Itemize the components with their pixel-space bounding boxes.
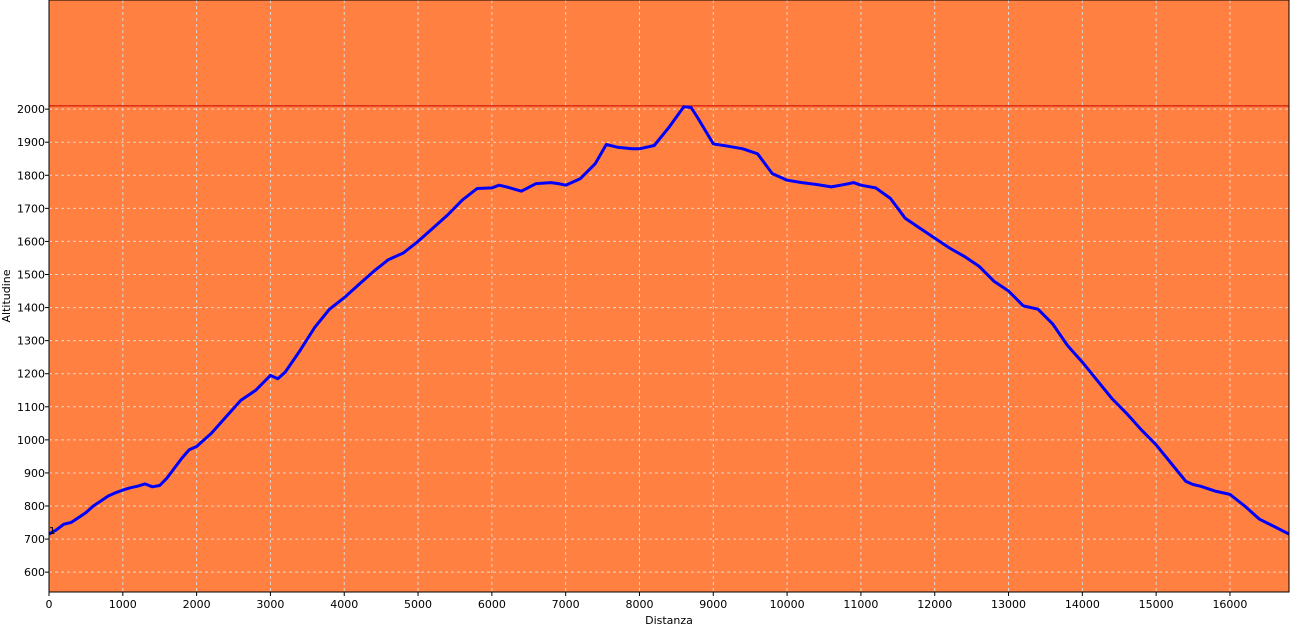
- x-tick-label: 3000: [256, 598, 284, 611]
- start-marker-label: 1: [49, 526, 55, 537]
- x-tick-label: 11000: [843, 598, 878, 611]
- x-tick-label: 12000: [917, 598, 952, 611]
- y-tick-label: 1200: [17, 368, 45, 381]
- x-axis-ticks: 0 1000 2000 3000 4000 5000 6000 7000 8000 9000 100…: [46, 592, 1247, 611]
- plot-border: [48, 0, 1290, 593]
- y-tick-label: 700: [24, 533, 45, 546]
- y-tick-label: 1700: [17, 202, 45, 215]
- x-tick-label: 1000: [109, 598, 137, 611]
- x-tick-label: 9000: [699, 598, 727, 611]
- y-tick-label: 800: [24, 500, 45, 513]
- plot-background: [49, 0, 1289, 592]
- x-tick-label: 7000: [552, 598, 580, 611]
- y-tick-label: 600: [24, 566, 45, 579]
- altitude-profile-line: [48, 105, 1290, 536]
- x-tick-label: 13000: [991, 598, 1026, 611]
- x-tick-label: 4000: [330, 598, 358, 611]
- x-tick-label: 8000: [625, 598, 653, 611]
- y-axis-ticks: 600 700 800 900 1000 1100 1200 1300 1400 1500 1600…: [17, 103, 49, 579]
- x-tick-label: 0: [46, 598, 53, 611]
- x-tick-label: 6000: [478, 598, 506, 611]
- y-tick-label: 1400: [17, 302, 45, 315]
- x-tick-label: 15000: [1139, 598, 1174, 611]
- y-tick-label: 1100: [17, 401, 45, 414]
- y-tick-label: 1000: [17, 434, 45, 447]
- x-tick-label: 5000: [404, 598, 432, 611]
- y-tick-label: 2000: [17, 103, 45, 116]
- y-tick-label: 1600: [17, 235, 45, 248]
- grid-lines: [49, 0, 1289, 592]
- y-tick-label: 1500: [17, 269, 45, 282]
- y-tick-label: 900: [24, 467, 45, 480]
- x-tick-label: 10000: [770, 598, 805, 611]
- x-axis-title: Distanza: [645, 614, 693, 627]
- y-axis-title: Altitudine: [0, 269, 13, 322]
- x-tick-label: 14000: [1065, 598, 1100, 611]
- y-tick-label: 1300: [17, 335, 45, 348]
- y-tick-label: 1800: [17, 169, 45, 182]
- x-tick-label: 16000: [1212, 598, 1247, 611]
- x-tick-label: 2000: [183, 598, 211, 611]
- y-tick-label: 1900: [17, 136, 45, 149]
